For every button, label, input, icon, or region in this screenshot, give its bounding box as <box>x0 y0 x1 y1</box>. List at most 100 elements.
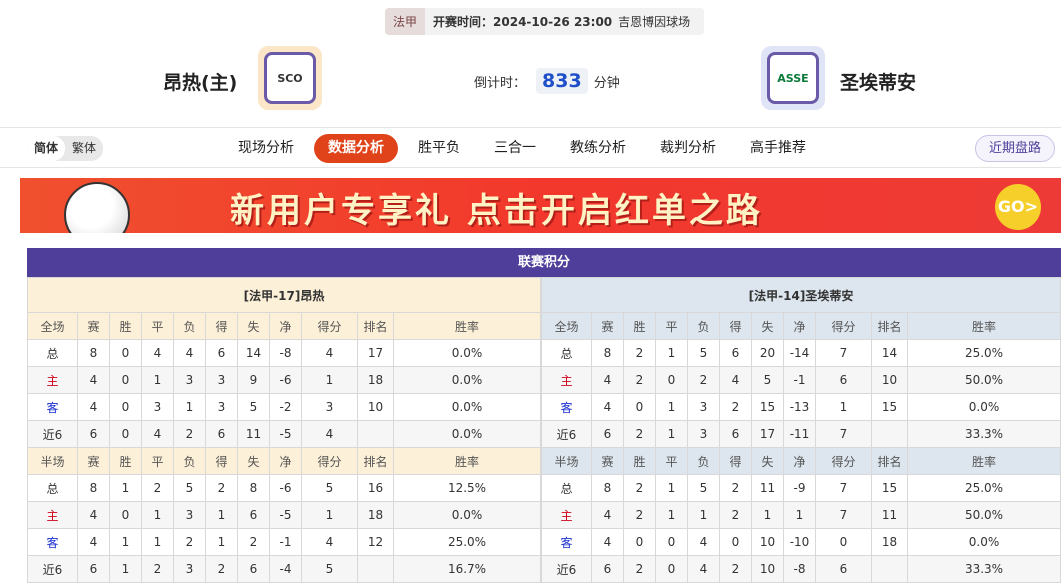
cell: 0.0% <box>393 420 541 448</box>
cell: 3 <box>173 555 206 583</box>
column-header: 排名 <box>357 447 394 475</box>
cell: 8 <box>77 474 110 502</box>
lang-traditional[interactable]: 繁体 <box>72 141 97 155</box>
cell: 1 <box>141 366 174 394</box>
column-header: 赛 <box>591 447 624 475</box>
away-standings-table: [法甲-14]圣埃蒂安 全场赛胜平负得失净得分 排名 胜率总 8 2 1 5 6 20 -14 7 14… <box>541 277 1061 583</box>
cell: 4 <box>77 366 110 394</box>
column-header: 全场 <box>541 312 592 340</box>
home-team-logo[interactable]: SCO <box>258 46 322 110</box>
cell: 9 <box>237 366 270 394</box>
kickoff-time: 开赛时间：2024-10-26 23:00 <box>433 15 613 29</box>
column-header: 负 <box>687 447 720 475</box>
cell: 2 <box>623 339 656 367</box>
cell: 1 <box>205 528 238 556</box>
cell: 2 <box>237 528 270 556</box>
column-header: 得分 <box>815 312 872 340</box>
cell: 4 <box>591 393 624 421</box>
cell: 2 <box>141 555 174 583</box>
cell: 10 <box>751 555 784 583</box>
table-row: 总 8 2 1 5 2 11 -9 7 15 25.0% <box>541 474 1061 502</box>
cell: 17 <box>357 339 394 367</box>
cell: 8 <box>237 474 270 502</box>
tab-4[interactable]: 教练分析 <box>570 140 626 156</box>
cell: 25.0% <box>907 474 1061 502</box>
promo-banner[interactable]: 新用户专享礼 点击开启红单之路 GO> <box>20 178 1061 233</box>
cell: 4 <box>141 420 174 448</box>
cell: 11 <box>751 474 784 502</box>
cell: 6 <box>237 501 270 529</box>
column-header: 净 <box>783 312 816 340</box>
cell: 18 <box>357 366 394 394</box>
cell: 1 <box>205 501 238 529</box>
cell: 25.0% <box>907 339 1061 367</box>
tab-5[interactable]: 裁判分析 <box>660 140 716 156</box>
tab-3[interactable]: 三合一 <box>494 140 536 156</box>
cell: 2 <box>141 474 174 502</box>
countdown-value: 833 <box>536 68 588 94</box>
cell: 4 <box>719 366 752 394</box>
cell: 总 <box>541 474 592 502</box>
cell: 8 <box>591 339 624 367</box>
tab-2[interactable]: 胜平负 <box>418 140 460 156</box>
cell: 4 <box>77 528 110 556</box>
cell: 0 <box>109 393 142 421</box>
cell: 0 <box>109 366 142 394</box>
cell: 2 <box>719 474 752 502</box>
cell: 2 <box>623 474 656 502</box>
cell: -6 <box>269 366 302 394</box>
league-label[interactable]: 法甲 <box>385 8 426 35</box>
venue: 吉恩博因球场 <box>618 15 691 29</box>
tab-6[interactable]: 高手推荐 <box>750 140 806 156</box>
cell: 客 <box>541 393 592 421</box>
table-row: 主 4 0 1 3 1 6 -5 1 18 0.0% <box>27 501 541 529</box>
cell: 1 <box>751 501 784 529</box>
cell: 2 <box>205 555 238 583</box>
cell <box>357 555 394 583</box>
recent-odds-button[interactable]: 近期盘路 <box>975 135 1055 162</box>
cell: 33.3% <box>907 555 1061 583</box>
away-team-logo[interactable]: ASSE <box>761 46 825 110</box>
home-standings-table: [法甲-17]昂热 全场赛胜平负得失净得分 排名 胜率总 8 0 4 4 6 14 -8 4 17 0.0… <box>27 277 541 583</box>
lang-simplified[interactable]: 简体 <box>27 136 66 161</box>
column-header: 负 <box>687 312 720 340</box>
cell: -8 <box>783 555 816 583</box>
cell: 近6 <box>541 555 592 583</box>
column-header: 排名 <box>357 312 394 340</box>
away-team-name[interactable]: 圣埃蒂安 <box>840 72 917 94</box>
cell: 8 <box>77 339 110 367</box>
cell: 1 <box>109 555 142 583</box>
column-header: 负 <box>173 312 206 340</box>
table-row: 客 4 0 1 3 2 15 -13 1 15 0.0% <box>541 393 1061 421</box>
go-button[interactable]: GO> <box>995 184 1041 230</box>
cell: 总 <box>27 474 78 502</box>
countdown-label: 倒计时： <box>474 75 527 91</box>
cell: 6 <box>205 420 238 448</box>
cell: 1 <box>655 420 688 448</box>
cell: 总 <box>27 339 78 367</box>
cell: 20 <box>751 339 784 367</box>
cell: 0 <box>655 555 688 583</box>
standings: 联赛积分 [法甲-17]昂热 全场赛胜平负得失净得分 排名 胜率总 8 0 4 4 6 14 -8 4… <box>27 248 1061 583</box>
cell: 2 <box>623 366 656 394</box>
table-row: 主 4 2 1 1 2 1 1 7 11 50.0% <box>541 501 1061 529</box>
column-header: 平 <box>655 447 688 475</box>
home-team-name[interactable]: 昂热(主) <box>163 72 238 94</box>
table-row: 客 4 0 0 4 0 10 -10 0 18 0.0% <box>541 528 1061 556</box>
column-header: 半场 <box>27 447 78 475</box>
table-row: 近6 6 0 4 2 6 11 -5 4 0.0% <box>27 420 541 448</box>
cell: 1 <box>141 528 174 556</box>
football-icon <box>64 182 130 233</box>
cell: 10 <box>357 393 394 421</box>
column-header: 排名 <box>871 312 908 340</box>
column-header: 赛 <box>77 312 110 340</box>
tab-0[interactable]: 现场分析 <box>238 140 294 156</box>
cell: 5 <box>301 555 358 583</box>
cell: 4 <box>301 420 358 448</box>
tab-1[interactable]: 数据分析 <box>314 134 398 163</box>
table-row: 总 8 2 1 5 6 20 -14 7 14 25.0% <box>541 339 1061 367</box>
cell: -13 <box>783 393 816 421</box>
column-header: 胜率 <box>907 312 1061 340</box>
cell: -10 <box>783 528 816 556</box>
column-header: 得分 <box>301 447 358 475</box>
